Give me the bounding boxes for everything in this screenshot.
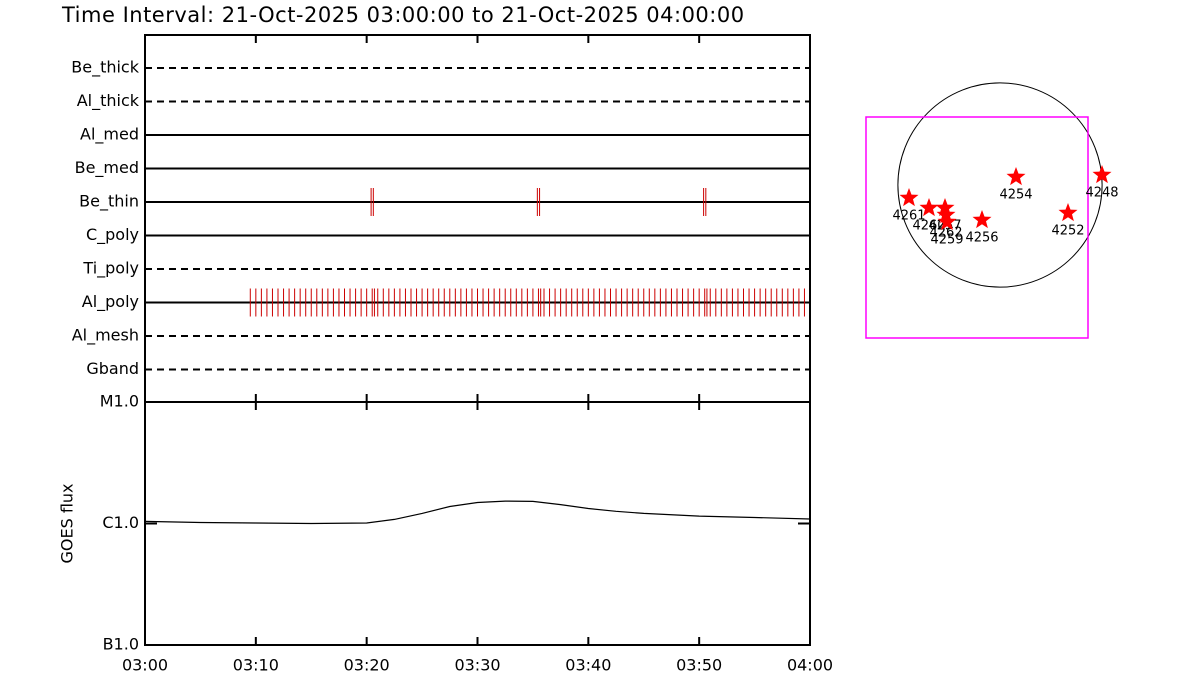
x-tick-label: 03:00: [122, 656, 168, 675]
y-tick-label: C1.0: [102, 513, 139, 532]
x-tick-label: 03:10: [233, 656, 279, 675]
active-region-marker: [935, 198, 955, 217]
filter-label: Be_med: [75, 158, 139, 178]
filter-label: Be_thin: [79, 192, 139, 212]
x-tick-label: 03:40: [565, 656, 611, 675]
y-tick-label: B1.0: [103, 635, 139, 654]
filter-label: Al_poly: [82, 292, 139, 312]
filter-label: C_poly: [86, 225, 139, 245]
goes-line: [144, 500, 811, 525]
active-region-label: 4259: [930, 233, 963, 248]
plot-frame: [144, 34, 811, 403]
filter-label: Al_med: [80, 125, 139, 145]
filter-label: Be_thick: [71, 58, 139, 78]
active-region-marker: [937, 212, 957, 231]
active-region-label: 4254: [999, 188, 1032, 203]
x-tick-label: 03:20: [344, 656, 390, 675]
y-axis-label: GOES flux: [58, 483, 77, 563]
field-of-view: [865, 116, 1089, 339]
active-region-label: 4256: [965, 231, 998, 246]
active-region-marker: [1058, 203, 1078, 222]
active-region-label: 4262: [929, 226, 962, 241]
active-region-marker: [1092, 165, 1112, 184]
active-region-marker: [972, 210, 992, 229]
x-tick-label: 03:30: [454, 656, 500, 675]
active-region-label: 4261: [892, 209, 925, 224]
active-region-label: 4260: [912, 219, 945, 234]
x-tick-label: 04:00: [787, 656, 833, 675]
x-tick-label: 03:50: [676, 656, 722, 675]
active-region-label: 4252: [1051, 224, 1084, 239]
active-region-marker: [919, 198, 939, 217]
y-tick-label: M1.0: [100, 392, 139, 411]
solar-disk: [897, 82, 1103, 288]
chart-title: Time Interval: 21-Oct-2025 03:00:00 to 2…: [61, 3, 745, 27]
active-region-marker: [1006, 167, 1026, 186]
filter-label: Al_thick: [77, 91, 140, 111]
filter-label: Al_mesh: [72, 326, 139, 346]
active-region-marker: [936, 205, 956, 224]
filter-label: Gband: [86, 359, 139, 378]
filter-label: Ti_poly: [82, 259, 139, 279]
active-region-label: 4248: [1085, 186, 1118, 201]
active-region-marker: [899, 188, 919, 207]
